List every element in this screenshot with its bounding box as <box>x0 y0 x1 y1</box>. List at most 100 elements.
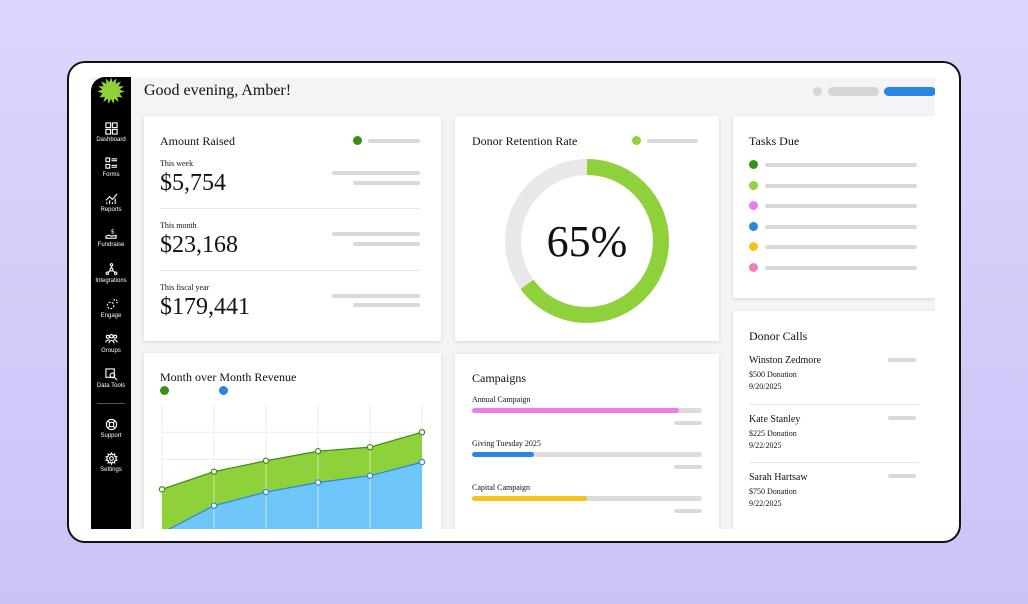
placeholder-bar <box>674 509 702 513</box>
donor-name: Sarah Hartsaw <box>749 472 808 483</box>
campaigns-card: Campaigns Annual Campaign Giving Tuesday … <box>455 354 719 529</box>
legend-dot <box>160 386 169 395</box>
task-status-dot <box>749 242 758 252</box>
card-title: Campaigns <box>472 371 526 385</box>
card-title: Tasks Due <box>749 134 800 148</box>
call-date: 9/22/2025 <box>749 441 782 450</box>
header-placeholder-dot <box>813 87 822 96</box>
series-0-point <box>158 486 166 493</box>
campaign-progress-track <box>472 408 702 413</box>
campaign-progress-track <box>472 452 702 457</box>
gear-icon <box>104 452 118 465</box>
sidebar-item-settings[interactable]: Settings <box>91 452 131 482</box>
series-1-point <box>366 472 374 479</box>
row-divider <box>160 208 420 209</box>
sidebar-item-integrations[interactable]: Integrations <box>91 263 131 293</box>
call-date: 9/22/2025 <box>749 499 782 508</box>
task-placeholder-bar <box>765 266 917 270</box>
sidebar-item-support[interactable]: Support <box>91 418 131 448</box>
reports-icon <box>105 193 117 205</box>
sunburst-logo-icon[interactable] <box>97 77 125 105</box>
task-status-dot <box>749 180 758 190</box>
series-0-point <box>210 468 218 475</box>
sidebar-divider <box>97 403 125 404</box>
placeholder-bar <box>888 358 916 362</box>
sidebar-item-label: Settings <box>100 467 122 473</box>
tasks-due-card: Tasks Due <box>733 116 935 298</box>
period-label: This month <box>160 221 197 230</box>
call-date: 9/20/2025 <box>749 382 782 391</box>
sidebar-item-label: Groups <box>101 348 121 354</box>
placeholder-bar <box>332 232 420 236</box>
amount-value: $23,168 <box>160 232 238 258</box>
series-0-point <box>314 448 322 455</box>
sidebar-item-label: Data Tools <box>96 383 126 389</box>
header-placeholder-pill[interactable] <box>828 87 879 96</box>
sidebar-item-forms[interactable]: Forms <box>91 157 131 187</box>
placeholder-bar <box>353 181 420 185</box>
amount-raised-card: Amount Raised This week $5,754 This mont… <box>144 116 441 341</box>
series-1-point <box>262 488 270 496</box>
grid-icon <box>104 122 118 135</box>
card-title: Donor Calls <box>749 329 808 343</box>
forms-icon <box>104 157 117 169</box>
sidebar-item-data-tools[interactable]: Data Tools <box>91 368 131 398</box>
donut-progress-arc <box>505 159 669 323</box>
campaign-label: Annual Campaign <box>472 395 531 404</box>
task-status-dot <box>749 201 758 211</box>
series-0-line <box>161 431 423 490</box>
task-status-dot <box>749 263 758 272</box>
placeholder-bar <box>368 139 420 143</box>
card-title: Donor Retention Rate <box>472 134 578 148</box>
row-divider <box>160 270 420 271</box>
placeholder-bar <box>332 171 420 175</box>
campaign-progress-track <box>472 496 702 501</box>
sidebar-item-reports[interactable]: Reports <box>91 192 131 222</box>
sidebar-item-label: Dashboard <box>96 137 126 143</box>
donor-calls-card: Donor Calls Winston Zedmore $500 Donatio… <box>733 311 935 529</box>
amount-value: $179,441 <box>160 294 250 320</box>
placeholder-bar <box>674 465 702 469</box>
amount-value: $5,754 <box>160 170 226 196</box>
sidebar-item-engage[interactable]: Engage <box>91 298 131 328</box>
campaign-progress-fill <box>472 496 587 501</box>
sidebar-item-fundraise[interactable]: $ Fundraise <box>91 227 131 257</box>
dashboard: Dashboard Forms Reports $ Fundraise Inte… <box>91 77 935 529</box>
card-title: Amount Raised <box>160 134 235 148</box>
donor-retention-card: Donor Retention Rate 65% <box>455 116 719 341</box>
task-status-dot <box>749 160 758 169</box>
legend-dot <box>353 136 362 145</box>
placeholder-bar <box>332 294 420 298</box>
placeholder-bar <box>674 421 702 425</box>
sidebar-item-label: Fundraise <box>97 242 125 248</box>
svg-text:$: $ <box>110 228 114 236</box>
row-divider <box>749 404 919 405</box>
sidebar-item-groups[interactable]: Groups <box>91 333 131 363</box>
campaign-label: Capital Campaign <box>472 483 530 492</box>
placeholder-bar <box>888 416 916 420</box>
task-placeholder-bar <box>765 245 917 250</box>
page-title: Good evening, Amber! <box>144 82 292 99</box>
fundraise-icon: $ <box>104 228 117 239</box>
campaign-label: Giving Tuesday 2025 <box>472 439 541 448</box>
data-tools-icon <box>104 368 117 381</box>
revenue-card: Month over Month Revenue <box>144 353 441 529</box>
sidebar-item-label: Reports <box>100 207 122 213</box>
sidebar-item-label: Engage <box>100 313 122 319</box>
campaign-progress-fill <box>472 408 679 413</box>
app-window: Dashboard Forms Reports $ Fundraise Inte… <box>67 61 961 543</box>
series-1-point <box>210 502 218 509</box>
donor-name: Kate Stanley <box>749 414 801 425</box>
placeholder-bar <box>353 303 420 307</box>
revenue-area-chart <box>158 405 426 529</box>
integrations-icon <box>105 263 117 275</box>
donation-amount: $500 Donation <box>749 370 797 379</box>
retention-percentage: 65% <box>546 217 628 266</box>
placeholder-bar <box>353 242 420 246</box>
series-1-line <box>168 461 423 529</box>
header-primary-button[interactable] <box>884 87 935 96</box>
donation-amount: $225 Donation <box>749 429 797 438</box>
placeholder-bar <box>888 474 916 478</box>
engage-icon <box>106 298 118 310</box>
sidebar-item-dashboard[interactable]: Dashboard <box>91 122 131 152</box>
